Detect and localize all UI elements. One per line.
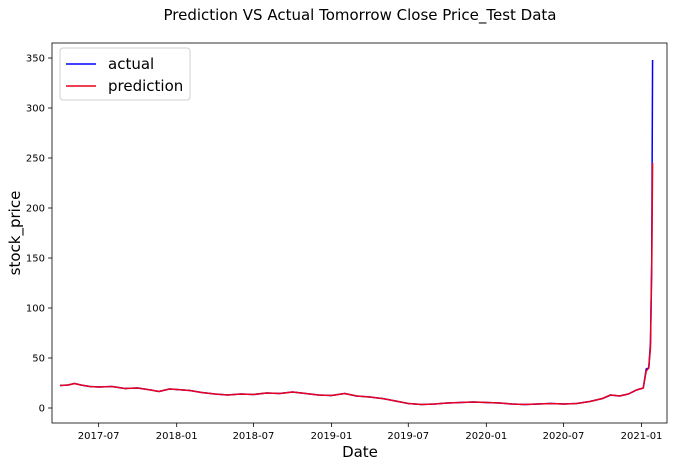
- legend-frame: [59, 47, 191, 101]
- x-tick-label: 2021-01: [621, 431, 663, 442]
- x-tick-label: 2018-07: [233, 431, 275, 442]
- x-tick-label: 2020-01: [465, 431, 507, 442]
- series-line-actual: [60, 59, 654, 406]
- x-tick-label: 2020-07: [543, 431, 585, 442]
- y-tick-label: 100: [26, 304, 45, 315]
- y-axis-label: stock_price: [6, 191, 25, 276]
- x-tick-label: 2019-01: [311, 431, 353, 442]
- x-tick-label: 2019-07: [387, 431, 429, 442]
- y-tick-label: 350: [26, 54, 45, 65]
- x-axis-label: Date: [342, 443, 378, 461]
- plot-frame: [51, 42, 668, 424]
- legend-label-prediction: prediction: [108, 77, 183, 95]
- y-tick-label: 50: [32, 354, 45, 365]
- x-tick-label: 2018-01: [156, 431, 198, 442]
- x-axis: 2017-07 2018-01 2018-07 2019-01 2019-07 2020-…: [78, 423, 663, 442]
- y-tick-label: 150: [26, 254, 45, 265]
- x-tick-label: 2017-07: [78, 431, 120, 442]
- y-tick-label: 300: [26, 104, 45, 115]
- series-layer: [60, 59, 654, 406]
- y-tick-label: 250: [26, 154, 45, 165]
- legend-label-actual: actual: [108, 55, 154, 73]
- chart-title: Prediction VS Actual Tomorrow Close Pric…: [164, 6, 557, 25]
- y-tick-label: 0: [39, 404, 45, 415]
- series-line-prediction: [60, 162, 654, 406]
- legend: actual prediction: [59, 47, 191, 101]
- y-axis: 0 50 100 150 200 250 300 350: [26, 54, 52, 415]
- y-tick-label: 200: [26, 204, 45, 215]
